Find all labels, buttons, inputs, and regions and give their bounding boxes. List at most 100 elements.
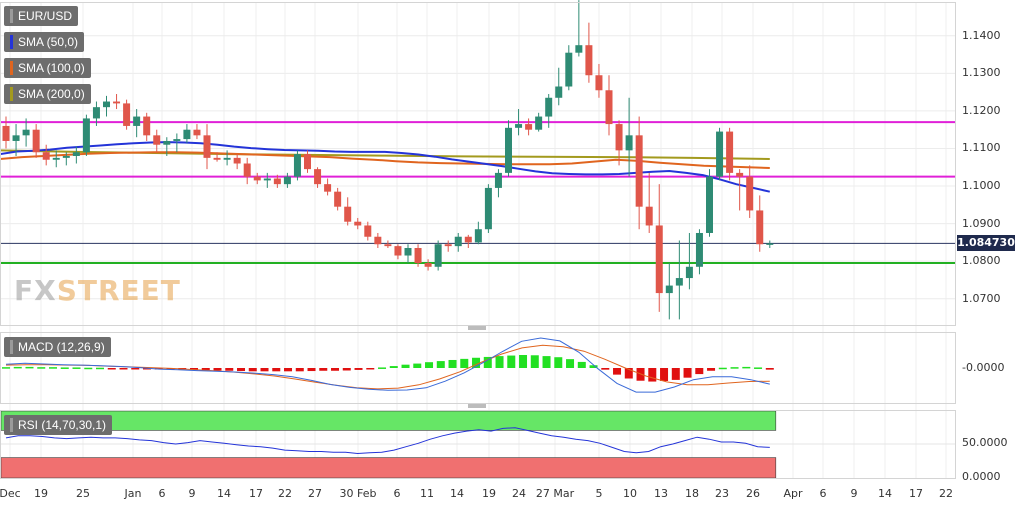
macd-histogram-bar [554,357,563,368]
macd-histogram-bar [542,356,551,368]
candle-body [253,176,261,181]
legend-rsi-label: RSI (14,70,30,1) [18,418,107,432]
candle-body [324,184,332,192]
x-tick-label: 14 [878,487,892,500]
macd-histogram-bar [354,368,363,370]
candle-body [173,139,181,141]
symbol-swatch [10,9,13,23]
macd-histogram-bar [119,368,128,370]
x-tick-label: 5 [595,487,603,500]
candle-body [665,285,673,294]
x-tick-label: 14 [450,487,464,500]
candle-body [374,236,382,245]
candle-body [394,246,402,256]
legend-sma200-label: SMA (200,0) [18,87,85,101]
candle-body [444,244,452,247]
candle-body [82,118,90,153]
macd-histogram-bar [601,368,610,370]
candle-body [113,101,121,104]
candle-body [565,52,573,87]
x-tick-label: 9 [188,487,196,500]
x-tick-label: 30 Feb [339,487,377,500]
legend-sma200[interactable]: SMA (200,0) [4,84,91,104]
macd-histogram-bar [49,367,58,369]
legend-symbol[interactable]: EUR/USD [4,6,79,26]
legend-sma100[interactable]: SMA (100,0) [4,58,91,78]
candle-body [364,225,372,237]
candle-body [535,116,543,130]
macd-histogram-bar [530,355,539,368]
x-tick-label: 17 [909,487,923,500]
x-tick-label: Apr [783,487,803,500]
legend-macd-label: MACD (12,26,9) [18,340,105,354]
candle-body [645,206,653,226]
candle-body [474,229,482,243]
macd-histogram-bar [378,367,387,369]
macd-histogram-bar [60,367,69,369]
x-tick-label: 11 [420,487,434,500]
candle-body [273,178,281,185]
macd-histogram-bar [25,366,34,369]
y-tick-label: 1.0800 [962,254,1001,268]
legend-macd[interactable]: MACD (12,26,9) [4,337,111,357]
macd-histogram-bar [107,368,116,370]
candle-body [434,244,442,267]
candle-body [243,163,251,177]
macd-histogram-bar [448,359,457,368]
legend-sma50[interactable]: SMA (50,0) [4,32,85,52]
candle-body [62,155,70,158]
macd-histogram-bar [401,364,410,368]
candle-body [203,135,211,158]
macd-histogram-bar [660,368,669,381]
macd-histogram-bar [730,367,739,369]
rsi-line [5,427,770,455]
x-tick-label: 10 [623,487,637,500]
macd-histogram-bar [460,358,469,368]
candle-body [525,124,533,130]
candle-body [404,248,412,256]
macd-histogram-bar [84,367,93,370]
candle-body [32,129,40,153]
macd-histogram-bar [718,367,727,370]
y-tick-label: 1.0700 [962,291,1001,305]
candle-body [605,90,613,125]
macd-histogram-bar [624,368,633,379]
candle-body [615,124,623,151]
macd-histogram-bar [507,355,516,368]
candle-body [263,178,271,181]
candle-body [143,116,151,136]
macd-histogram-bar [248,368,257,372]
macd-histogram-bar [389,366,398,368]
macd-histogram-bar [319,368,328,371]
macd-histogram-bar [213,368,222,371]
macd-histogram-bar [342,368,351,371]
candle-body [726,131,734,173]
candle-body [72,152,80,156]
candle-body [223,157,231,160]
macd-signal-line [5,344,770,390]
macd-histogram-bar [577,361,586,368]
candle-body [575,45,583,53]
last-price-tag: 1.084730 [957,235,1015,251]
y-tick-label: 1.0900 [962,216,1001,230]
macd-histogram-bar [436,361,445,368]
x-tick-label: 22 [278,487,292,500]
macd-histogram-bar [472,357,481,368]
candle-body [293,154,301,177]
x-tick-label: 26 [746,487,760,500]
macd-histogram-bar [307,368,316,372]
macd-y-tick-label: -0.0000 [962,361,1005,374]
macd-histogram-bar [695,368,704,375]
x-tick-label: 19 [34,487,48,500]
x-tick-label: 6 [819,487,827,500]
macd-histogram-bar [190,368,199,370]
macd-histogram-bar [648,368,657,382]
candle-body [655,225,663,294]
candle-body [736,172,744,177]
legend-rsi[interactable]: RSI (14,70,30,1) [4,415,113,435]
candle-body [746,176,754,211]
candle-body [716,131,724,177]
candle-body [424,263,432,267]
